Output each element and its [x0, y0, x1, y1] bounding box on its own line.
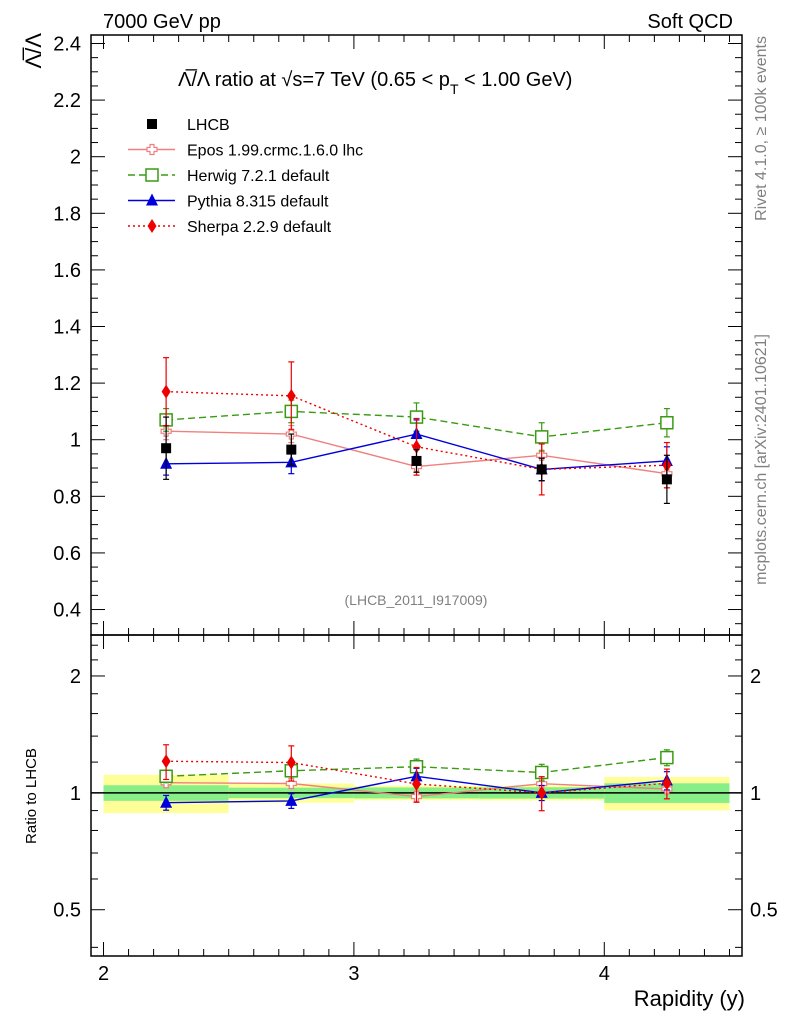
lhcb-data-point: [411, 455, 422, 466]
x-tick-label: 3: [348, 963, 359, 985]
lhcb-data-point: [661, 474, 672, 485]
y-tick-label: 1: [70, 430, 81, 452]
legend-marker: [145, 168, 159, 182]
main-series-layer: [159, 357, 674, 504]
chart-title-subscript: T: [450, 81, 459, 97]
ratio-line-2: [166, 756, 667, 777]
legend-entry: LHCB: [147, 117, 230, 134]
legend-label: Pythia 8.315 default: [187, 194, 329, 211]
legend-entry: Sherpa 2.2.9 default: [128, 219, 332, 236]
ratio-3-point: [285, 793, 298, 806]
legend-marker: [146, 143, 158, 156]
series-2-point: [660, 415, 674, 430]
series-4-point: [412, 439, 421, 454]
y-tick-label: 1.4: [53, 317, 81, 339]
ratio-series-layer: [159, 744, 674, 812]
ratio-3-point: [160, 795, 173, 808]
y-tick-label: 1.2: [53, 373, 81, 395]
series-4-point: [161, 384, 171, 399]
lhcb-data-point: [161, 443, 172, 454]
series-line-2: [166, 410, 667, 438]
x-tick-label: 2: [98, 963, 109, 985]
chart-title-end: < 1.00 GeV): [459, 69, 573, 91]
series-4-point: [286, 388, 296, 403]
y-tick-label: 2: [70, 147, 81, 169]
mcplots-label: mcplots.cern.ch [arXiv:2401.10621]: [753, 334, 770, 585]
legend: LHCB Epos 1.99.crmc.1.6.0 lhc Herwig 7.2.1…: [128, 117, 363, 236]
legend-marker: [147, 219, 157, 233]
ratio-tick-label-left: 1: [70, 783, 81, 805]
x-axis-label: Rapidity (y): [634, 986, 745, 1011]
ratio-4-point: [412, 776, 421, 791]
legend-label: Sherpa 2.2.9 default: [187, 219, 332, 236]
series-2-point: [534, 430, 549, 444]
legend-entry: Pythia 8.315 default: [128, 193, 329, 211]
ratio-4-point: [662, 776, 672, 791]
chart-title-main: Λ̅/Λ ratio at √s=7 TeV (0.65 < p: [178, 68, 450, 91]
energy-label: 7000 GeV pp: [103, 11, 221, 33]
y-tick-label: 0.4: [53, 600, 81, 622]
y-tick-label: 1.6: [53, 260, 81, 282]
ratio-tick-label-left: 2: [70, 666, 81, 688]
ratio-4-point: [161, 754, 171, 769]
legend-entry: Epos 1.99.crmc.1.6.0 lhc: [128, 143, 363, 160]
axes-layer: 0.4 0.6 0.8 1 1.2 1.4 1.6 1.8 2 2.2 2.4 2 3 4 0.5 0.5 1 1…: [53, 33, 778, 985]
chart-title: Λ̅/Λ ratio at √s=7 TeV (0.65 < pT < 1.00…: [178, 68, 572, 97]
ratio-frame: [90, 634, 743, 957]
y-tick-label: 0.8: [53, 486, 81, 508]
ratio-tick-label-right: 2: [750, 666, 761, 688]
y-tick-label: 2.2: [53, 90, 81, 112]
legend-marker: [146, 193, 158, 206]
ratio-tick-label-right: 1: [750, 783, 761, 805]
y-tick-label: 0.6: [53, 543, 81, 565]
legend-marker: [147, 119, 157, 129]
y-axis-label: Λ̅/Λ: [21, 33, 46, 69]
y-tick-label: 2.4: [53, 33, 81, 55]
legend-entry: Herwig 7.2.1 default: [128, 168, 330, 185]
ratio-4-point: [537, 785, 547, 800]
ratio-2-point: [660, 750, 674, 765]
legend-label: LHCB: [187, 117, 230, 134]
legend-label: Epos 1.99.crmc.1.6.0 lhc: [187, 143, 363, 160]
x-tick-label: 4: [599, 963, 610, 985]
process-label: Soft QCD: [647, 11, 733, 33]
ratio-4-point: [286, 755, 296, 770]
ratio-tick-label-right: 0.5: [750, 900, 778, 922]
ratio-axis-label: Ratio to LHCB: [23, 748, 40, 844]
lhcb-data-point: [286, 444, 297, 455]
analysis-id-label: (LHCB_2011_I917009): [345, 592, 488, 608]
lhcb-data-point: [536, 464, 547, 475]
legend-label: Herwig 7.2.1 default: [187, 168, 330, 185]
ratio-tick-label-left: 0.5: [53, 900, 81, 922]
y-tick-label: 1.8: [53, 203, 81, 225]
rivet-version-label: Rivet 4.1.0, ≥ 100k events: [753, 36, 770, 221]
